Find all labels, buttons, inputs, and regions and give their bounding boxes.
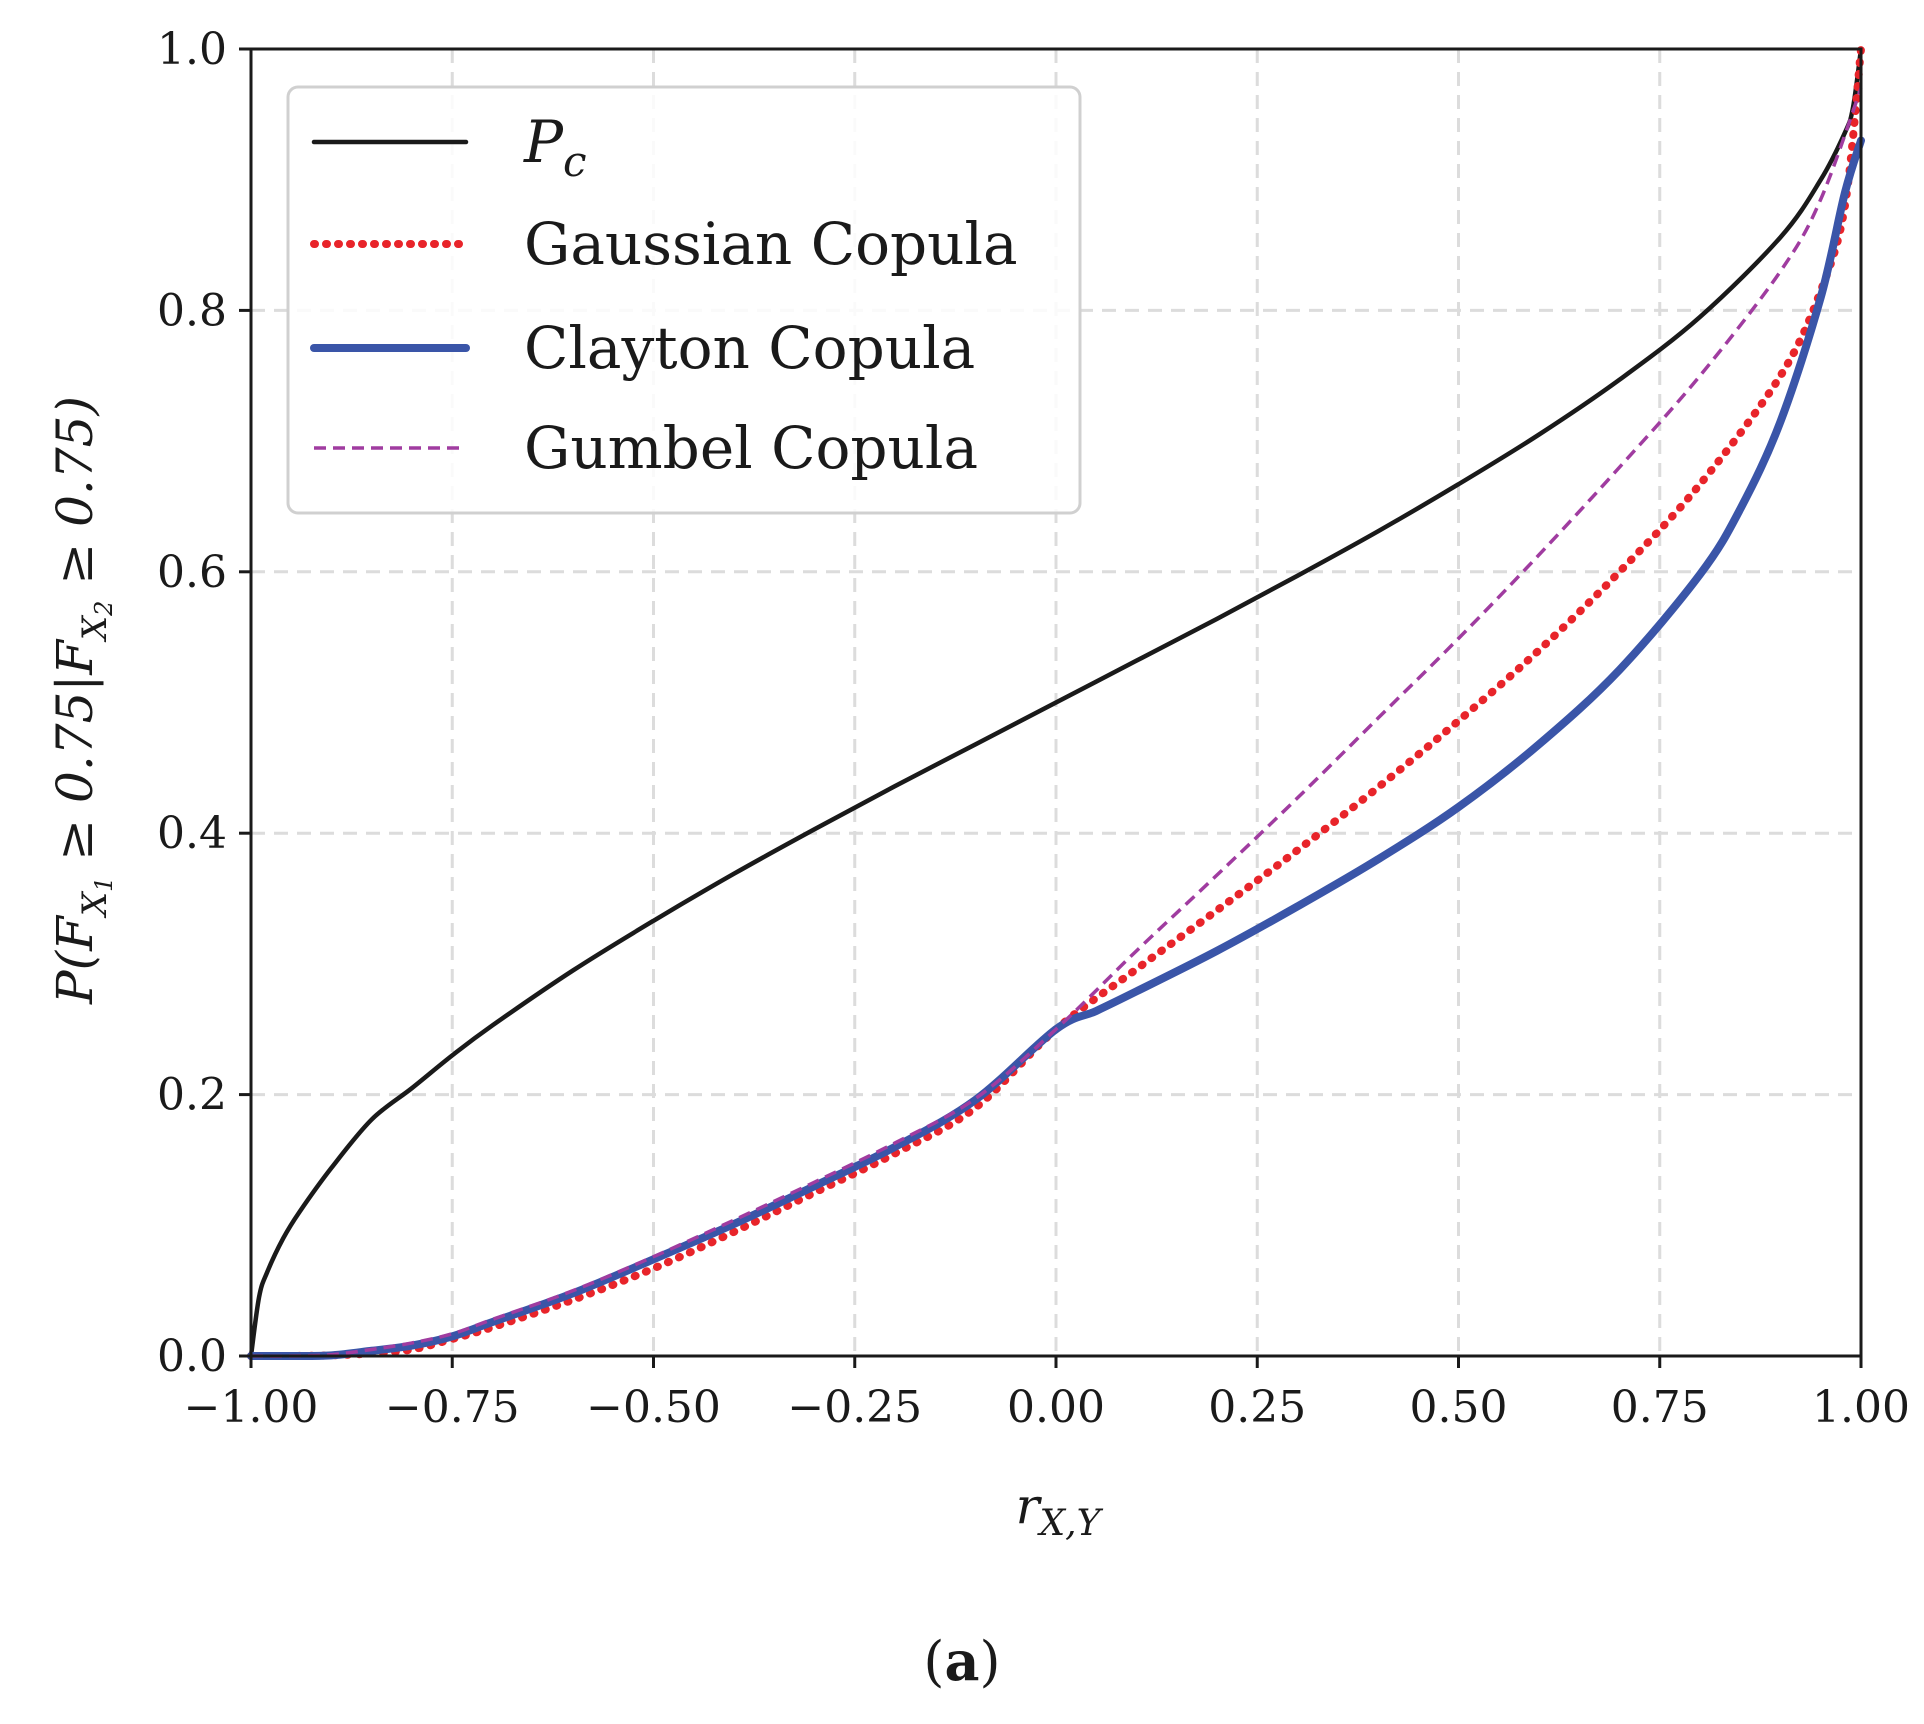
y-tick-label-3: 0.6 <box>157 547 227 598</box>
series-line-gumbel-copula <box>250 87 1863 1358</box>
x-tick-label-4: 0.00 <box>1007 1382 1105 1433</box>
caption-open: ( <box>923 1630 944 1693</box>
y-axis-title-sub2: X <box>75 614 115 643</box>
y-axis-title-sub2b: 2 <box>90 601 118 617</box>
legend-label-gaussian: Gaussian Copula <box>524 210 1018 278</box>
y-tick-label-2: 0.4 <box>157 808 227 859</box>
series-line-clayton-copula <box>247 136 1865 1361</box>
legend-label-clayton: Clayton Copula <box>524 314 975 382</box>
y-tick-label-0: 0.0 <box>157 1331 227 1382</box>
x-tick-label-3: −0.25 <box>787 1382 922 1433</box>
caption-close: ) <box>980 1630 1001 1693</box>
x-axis-title: rX,Y <box>1016 1477 1104 1544</box>
x-tick-label-0: −1.00 <box>184 1382 319 1433</box>
figure-caption: (a) <box>923 1629 1000 1693</box>
x-axis-title-sub: X,Y <box>1037 1503 1104 1544</box>
x-tick-label-2: −0.50 <box>586 1382 721 1433</box>
y-axis-title-part2: ≥ 0.75|F <box>46 638 104 877</box>
series-layer <box>247 45 1865 1361</box>
x-axis-ticks: −1.00 −0.75 −0.50 −0.25 0.00 0.25 0.50 0.75 1.00 <box>184 1356 1910 1433</box>
legend-entry-clayton: Clayton Copula <box>310 314 975 382</box>
y-axis-title-part1: P(F <box>46 914 104 1005</box>
legend-label-pc-sub: c <box>563 137 587 186</box>
y-axis-title-sub1b: 1 <box>90 877 118 892</box>
series-line-p-c <box>248 46 1864 1359</box>
x-tick-label-7: 0.75 <box>1611 1382 1709 1433</box>
legend-box <box>286 85 1082 515</box>
legend-label-pc-main: P <box>523 108 564 176</box>
x-tick-label-5: 0.25 <box>1208 1382 1306 1433</box>
y-axis-ticks: 0.0 0.2 0.4 0.6 0.8 1.0 <box>157 24 251 1382</box>
x-tick-label-6: 0.50 <box>1410 1382 1508 1433</box>
y-tick-label-4: 0.8 <box>157 285 227 336</box>
y-tick-label-1: 0.2 <box>157 1070 227 1121</box>
y-axis-title-part3: ≥ 0.75) <box>46 396 104 601</box>
x-tick-label-1: −0.75 <box>385 1382 520 1433</box>
x-axis-title-main: r <box>1016 1477 1043 1535</box>
y-axis-title-sub1: X <box>75 890 115 919</box>
legend: Pc Gaussian Copula Clayton Copula Gumbel… <box>286 85 1082 515</box>
legend-label-pc: Pc <box>523 108 587 186</box>
legend-entry-pc: Pc <box>311 108 587 186</box>
legend-entry-gaussian: Gaussian Copula <box>310 210 1018 278</box>
legend-label-gumbel: Gumbel Copula <box>524 414 978 482</box>
y-axis-title: P(FX1 ≥ 0.75|FX2 ≥ 0.75) <box>46 396 118 1005</box>
caption-letter: a <box>945 1629 980 1693</box>
y-tick-label-5: 1.0 <box>157 24 227 75</box>
legend-entry-gumbel: Gumbel Copula <box>314 414 978 482</box>
x-tick-label-8: 1.00 <box>1812 1382 1910 1433</box>
